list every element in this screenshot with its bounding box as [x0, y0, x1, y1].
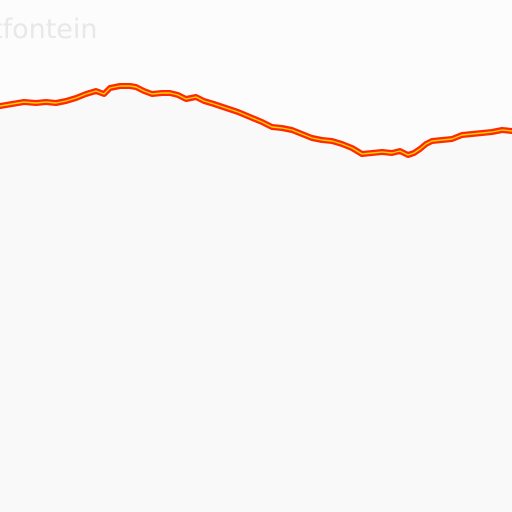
place-name-label: tfontein [0, 14, 98, 45]
land-area-below [0, 86, 512, 512]
route-line-inner [0, 85, 512, 156]
